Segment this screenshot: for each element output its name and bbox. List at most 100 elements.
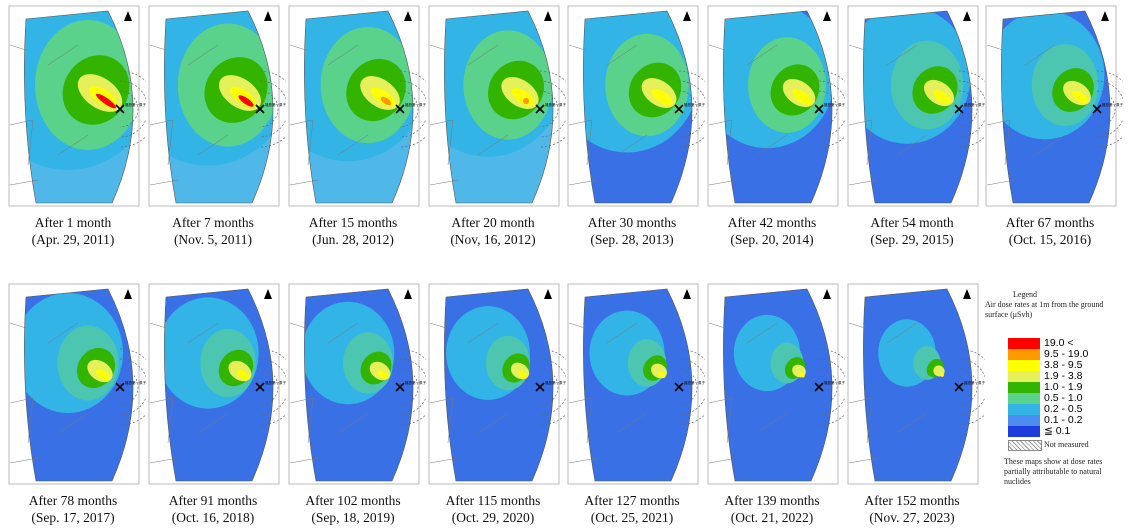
range-circle <box>678 368 698 406</box>
legend-swatch <box>1008 349 1040 360</box>
plant-label: 福島第一原子力発電所 <box>824 380 845 385</box>
dose-map: 福島第一原子力発電所 <box>288 5 426 207</box>
plant-marker <box>395 104 405 114</box>
plant-marker <box>115 382 125 392</box>
legend-swatch <box>1008 360 1040 371</box>
range-circle <box>958 368 978 406</box>
plant-marker <box>1092 104 1102 114</box>
caption-date: (Nov. 27, 2023) <box>869 510 955 525</box>
map-caption: After 139 months (Oct. 21, 2022) <box>697 492 847 526</box>
range-circle <box>539 70 566 148</box>
range-circle <box>259 368 279 406</box>
legend-label: 1.9 - 3.8 <box>1044 370 1083 382</box>
dose-layer <box>583 289 693 481</box>
boundaries <box>568 44 648 186</box>
region-outline <box>164 288 274 482</box>
plant-marker <box>535 104 545 114</box>
plant-label: 福島第一原子力発電所 <box>405 102 426 107</box>
boundaries <box>149 44 229 186</box>
range-circle <box>818 70 845 148</box>
dose-layer <box>24 11 134 203</box>
region-outline <box>444 10 554 204</box>
map-caption: After 20 month (Nov, 16, 2012) <box>418 214 568 248</box>
legend-label: 0.1 - 0.2 <box>1044 414 1083 426</box>
range-circle <box>958 80 985 138</box>
range-circle <box>399 368 419 406</box>
caption-title: After 54 month <box>870 215 954 230</box>
caption-title: After 152 months <box>864 493 960 508</box>
caption-date: (Jun. 28, 2012) <box>312 232 394 247</box>
dose-layer <box>304 11 414 203</box>
dose-map: 福島第一原子力発電所 <box>148 5 286 207</box>
range-circle <box>678 90 698 128</box>
map-caption: After 54 month (Sep. 29, 2015) <box>837 214 987 248</box>
range-circle <box>678 80 705 138</box>
zone <box>96 93 116 109</box>
caption-title: After 78 months <box>28 493 118 508</box>
range-circle <box>259 80 286 138</box>
map-caption: After 42 months (Sep. 20, 2014) <box>697 214 847 248</box>
map-caption: After 1 month (Apr. 29, 2011) <box>0 214 148 248</box>
dose-map: 福島第一原子力発電所 <box>428 5 566 207</box>
range-circle <box>678 358 705 416</box>
legend-label: 9.5 - 19.0 <box>1044 348 1089 360</box>
north-arrow <box>544 289 552 299</box>
region-outline <box>1001 10 1111 204</box>
zone <box>380 96 392 106</box>
region-outline <box>24 288 134 482</box>
zone <box>96 369 110 381</box>
boundaries <box>848 44 928 186</box>
dose-map: 福島第一原子力発電所 <box>8 5 146 207</box>
dose-map: 福島第一原子力発電所 <box>847 5 985 207</box>
caption-title: After 91 months <box>168 493 258 508</box>
caption-title: After 15 months <box>308 215 398 230</box>
range-circle <box>1096 70 1123 148</box>
map-caption: After 67 months (Oct. 15, 2016) <box>975 214 1125 248</box>
legend-label: 1.0 - 1.9 <box>1044 381 1083 393</box>
legend-item: 3.8 - 9.5 <box>1008 360 1118 371</box>
caption-date: (Sep. 17, 2017) <box>31 510 115 525</box>
map-caption: After 115 months (Oct. 29, 2020) <box>418 492 568 526</box>
region-outline <box>24 10 134 204</box>
legend-item: 0.2 - 0.5 <box>1008 404 1118 415</box>
north-arrow <box>124 11 132 21</box>
map-caption: After 78 months (Sep. 17, 2017) <box>0 492 148 526</box>
north-arrow <box>963 11 971 21</box>
caption-date: (Oct. 15, 2016) <box>1008 232 1092 247</box>
plant-marker <box>674 104 684 114</box>
dose-layer <box>444 11 554 203</box>
plant-label: 福島第一原子力発電所 <box>405 380 426 385</box>
legend-swatch <box>1008 382 1040 393</box>
region-outline <box>444 288 554 482</box>
zone <box>651 88 673 106</box>
boundaries <box>149 322 229 464</box>
range-circle <box>539 348 566 426</box>
boundaries <box>708 322 788 464</box>
range-circle <box>958 348 985 426</box>
legend-swatch <box>1008 404 1040 415</box>
legend-label: 0.5 - 1.0 <box>1044 392 1083 404</box>
zone <box>236 370 250 380</box>
caption-date: (Oct. 25, 2021) <box>590 510 674 525</box>
range-circle <box>958 70 985 148</box>
range-circle <box>119 358 146 416</box>
range-circle <box>399 90 419 128</box>
range-circle <box>119 368 139 406</box>
map-caption: After 15 months (Jun. 28, 2012) <box>278 214 428 248</box>
range-circle <box>259 70 286 148</box>
caption-title: After 42 months <box>727 215 817 230</box>
north-arrow <box>264 11 272 21</box>
range-circle <box>1096 90 1116 128</box>
dose-layer <box>723 11 833 203</box>
dose-layer <box>863 11 973 203</box>
legend-item: 0.5 - 1.0 <box>1008 393 1118 404</box>
caption-date: (Apr. 29, 2011) <box>31 232 115 247</box>
map-caption: After 7 months (Nov. 5, 2011) <box>138 214 288 248</box>
range-circle <box>818 90 838 128</box>
dose-map: 福島第一原子力発電所 <box>148 283 286 485</box>
plant-label: 福島第一原子力発電所 <box>265 380 286 385</box>
range-circle <box>119 80 146 138</box>
north-arrow <box>264 289 272 299</box>
range-circle <box>399 70 426 148</box>
range-circle <box>818 80 845 138</box>
